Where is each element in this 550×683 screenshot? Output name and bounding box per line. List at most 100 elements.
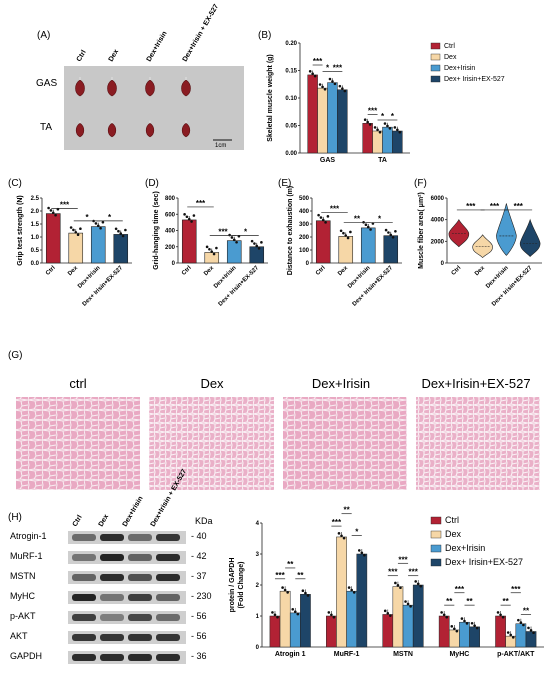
data-point bbox=[386, 611, 390, 615]
bar bbox=[525, 631, 537, 648]
data-point bbox=[453, 627, 456, 631]
significance-label: * bbox=[85, 213, 89, 222]
data-point bbox=[308, 70, 312, 73]
muscle-samples bbox=[75, 77, 191, 138]
data-point bbox=[532, 631, 535, 634]
wb-row-label: MSTN bbox=[10, 571, 36, 581]
x-tick-label: Dex+ Irisin+EX-527 bbox=[82, 265, 125, 308]
data-point bbox=[394, 581, 397, 585]
y-tick-label: 4000 bbox=[431, 218, 445, 224]
significance-label: *** bbox=[332, 518, 342, 527]
y-tick-label: 2.0 bbox=[31, 209, 40, 215]
wb-band bbox=[156, 574, 180, 581]
significance-label: *** bbox=[388, 568, 398, 577]
data-point bbox=[332, 615, 336, 619]
wb-band bbox=[72, 634, 96, 641]
y-tick-label: 0.00 bbox=[285, 151, 297, 157]
y-tick-label: 0 bbox=[256, 645, 260, 651]
bar bbox=[327, 82, 338, 154]
wb-lane-background bbox=[68, 571, 186, 584]
data-point bbox=[187, 217, 191, 221]
data-point bbox=[383, 609, 387, 613]
wb-row-label: AKT bbox=[10, 631, 28, 641]
data-point bbox=[363, 553, 366, 557]
data-point bbox=[72, 228, 75, 232]
data-point bbox=[276, 615, 279, 619]
data-point bbox=[273, 613, 277, 617]
wb-col-irisin: Dex+Irisin bbox=[122, 495, 145, 528]
bar bbox=[382, 126, 393, 154]
wb-col-dex: Dex bbox=[98, 513, 111, 528]
legend-label: Dex+Irisin bbox=[445, 543, 485, 553]
data-point bbox=[391, 236, 395, 239]
muscle-sample bbox=[145, 79, 155, 97]
wb-band bbox=[100, 614, 124, 621]
legend-swatch bbox=[430, 42, 441, 50]
photo-col-ex527: Dex+Irisin + EX-527 bbox=[182, 3, 221, 63]
wb-band bbox=[72, 534, 96, 541]
significance-label: *** bbox=[196, 199, 206, 208]
data-point bbox=[208, 247, 211, 251]
data-point bbox=[190, 220, 193, 223]
significance-label: *** bbox=[275, 571, 285, 580]
significance-label: * bbox=[244, 227, 248, 236]
muscle-sample bbox=[75, 122, 85, 138]
panel-label-c: (C) bbox=[8, 178, 22, 189]
wb-kda-value: - 56 bbox=[191, 611, 207, 621]
data-point bbox=[399, 586, 402, 590]
wb-lane-background bbox=[68, 611, 186, 624]
data-point bbox=[346, 236, 350, 240]
bar bbox=[346, 590, 358, 648]
violin bbox=[496, 203, 517, 256]
data-point bbox=[306, 594, 310, 597]
data-point bbox=[291, 608, 295, 611]
legend-swatch bbox=[430, 530, 442, 539]
significance-label: *** bbox=[313, 57, 323, 66]
significance-label: *** bbox=[60, 200, 70, 209]
data-point bbox=[416, 582, 420, 586]
data-point bbox=[114, 227, 118, 231]
wb-kda-value: - 230 bbox=[191, 591, 212, 601]
bar bbox=[113, 234, 129, 264]
y-tick-label: 1 bbox=[256, 614, 260, 620]
y-axis-title: Muscle fiber area( μm²) bbox=[418, 192, 425, 269]
panel-label-g: (G) bbox=[8, 350, 22, 361]
wb-kda-value: - 42 bbox=[191, 551, 207, 561]
data-point bbox=[304, 591, 307, 595]
wb-band bbox=[156, 594, 180, 601]
significance-label: *** bbox=[455, 585, 465, 594]
data-point bbox=[460, 617, 464, 620]
data-point bbox=[404, 600, 407, 603]
wb-kda-value: - 56 bbox=[191, 631, 207, 641]
wb-band bbox=[100, 654, 124, 661]
wb-lane-background bbox=[68, 651, 186, 664]
muscle-sample bbox=[107, 79, 117, 97]
data-point bbox=[450, 625, 454, 628]
significance-label: ** bbox=[523, 606, 530, 615]
wb-kda-value: - 36 bbox=[191, 651, 207, 661]
data-point bbox=[366, 120, 369, 124]
he-image-dex bbox=[149, 397, 274, 490]
data-point bbox=[283, 588, 287, 592]
legend-label: Dex+ Irisin+EX-527 bbox=[445, 557, 523, 567]
data-point bbox=[383, 122, 387, 125]
legend-label: Dex bbox=[444, 54, 457, 61]
legend-label: Ctrl bbox=[445, 515, 459, 525]
data-point bbox=[368, 123, 372, 126]
wb-lane-background bbox=[68, 591, 186, 604]
data-point bbox=[124, 228, 127, 232]
legend-swatch bbox=[430, 544, 442, 553]
data-point bbox=[393, 126, 397, 129]
wb-band bbox=[128, 554, 152, 561]
wb-band bbox=[72, 554, 96, 561]
significance-label: ** bbox=[354, 215, 361, 224]
data-point bbox=[330, 613, 333, 617]
violin bbox=[472, 234, 493, 259]
bar bbox=[68, 232, 84, 264]
data-point bbox=[473, 624, 476, 627]
data-point bbox=[527, 626, 530, 630]
bar bbox=[362, 123, 373, 154]
wb-band bbox=[100, 574, 124, 581]
data-point bbox=[212, 252, 216, 256]
